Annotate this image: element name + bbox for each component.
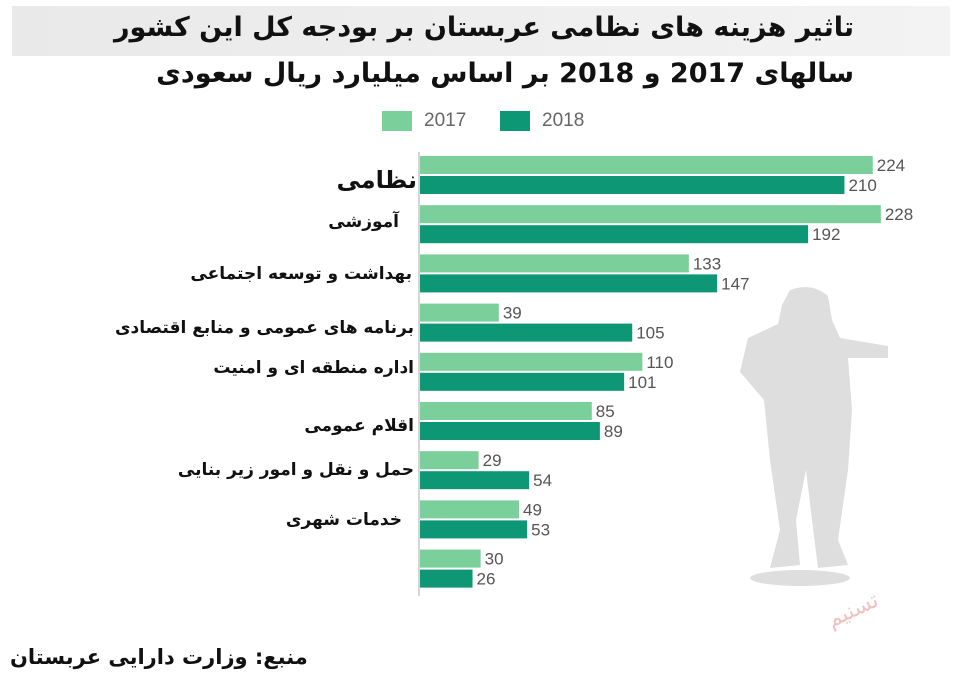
legend-swatch-2018 bbox=[500, 111, 530, 131]
data-label-2017-7: 49 bbox=[523, 500, 542, 519]
data-label-2017-4: 110 bbox=[646, 353, 673, 372]
data-label-2018-1: 192 bbox=[812, 225, 840, 244]
category-label-military: نظامی bbox=[336, 166, 417, 194]
category-label-regional-admin: اداره منطقه ای و امنیت bbox=[213, 358, 414, 378]
data-label-2017-6: 29 bbox=[483, 451, 502, 470]
data-label-2017-2: 133 bbox=[693, 254, 721, 273]
data-label-2017-5: 85 bbox=[596, 402, 615, 421]
bar-2018-1 bbox=[420, 225, 809, 244]
category-label-general-items: اقلام عمومی bbox=[304, 416, 414, 436]
data-label-2018-4: 101 bbox=[628, 373, 656, 392]
bar-2017-8 bbox=[420, 549, 481, 568]
category-label-municipal: خدمات شهری bbox=[285, 510, 402, 530]
data-label-2018-2: 147 bbox=[721, 274, 749, 293]
bar-2018-6 bbox=[420, 471, 530, 490]
bar-2017-5 bbox=[420, 402, 592, 420]
source-note: منبع: وزارت دارایی عربستان bbox=[10, 645, 308, 669]
category-label-education: آموزشی bbox=[328, 212, 399, 232]
bar-2017-2 bbox=[420, 254, 689, 273]
data-label-2018-5: 89 bbox=[604, 422, 623, 441]
bar-2018-0 bbox=[420, 176, 845, 194]
bar-2018-5 bbox=[420, 422, 600, 440]
category-label-public-programs: برنامه های عمومی و منابع اقتصادی bbox=[114, 318, 414, 338]
bar-2018-8 bbox=[420, 569, 473, 588]
data-label-2018-0: 210 bbox=[848, 176, 876, 195]
category-label-health: بهداشت و توسعه اجتماعی bbox=[190, 264, 412, 284]
chart-title: تاثیر هزینه های نظامی عربستان بر بودجه ک… bbox=[114, 12, 854, 43]
bar-2018-4 bbox=[420, 372, 625, 391]
title-band bbox=[12, 6, 950, 56]
data-label-2018-8: 26 bbox=[477, 570, 496, 589]
bar-2017-1 bbox=[420, 205, 881, 224]
bar-2018-7 bbox=[420, 520, 528, 539]
soldier-silhouette-icon bbox=[740, 287, 888, 586]
bar-2018-2 bbox=[420, 274, 718, 293]
data-label-2018-6: 54 bbox=[533, 471, 552, 490]
bar-2017-7 bbox=[420, 500, 520, 519]
legend-label-2018: 2018 bbox=[542, 110, 585, 131]
data-label-2018-3: 105 bbox=[636, 324, 664, 343]
data-label-2017-1: 228 bbox=[885, 205, 913, 224]
legend-item-2017: 2017 bbox=[382, 110, 466, 132]
bar-2017-4 bbox=[420, 352, 643, 371]
legend-swatch-2017 bbox=[382, 111, 412, 131]
legend-item-2018: 2018 bbox=[500, 110, 584, 132]
legend-label-2017: 2017 bbox=[424, 110, 467, 131]
category-label-transport: حمل و نقل و امور زیر بنایی bbox=[177, 460, 414, 480]
bar-2018-3 bbox=[420, 323, 633, 342]
bar-2017-3 bbox=[420, 303, 499, 322]
bar-2017-6 bbox=[420, 451, 479, 470]
data-label-2018-7: 53 bbox=[531, 520, 550, 539]
data-label-2017-0: 224 bbox=[877, 156, 905, 175]
bar-2017-0 bbox=[420, 156, 873, 174]
chart-subtitle: سالهای 2017 و 2018 بر اساس میلیارد ریال … bbox=[156, 58, 854, 89]
data-label-2017-8: 30 bbox=[485, 550, 504, 569]
data-label-2017-3: 39 bbox=[503, 304, 522, 323]
